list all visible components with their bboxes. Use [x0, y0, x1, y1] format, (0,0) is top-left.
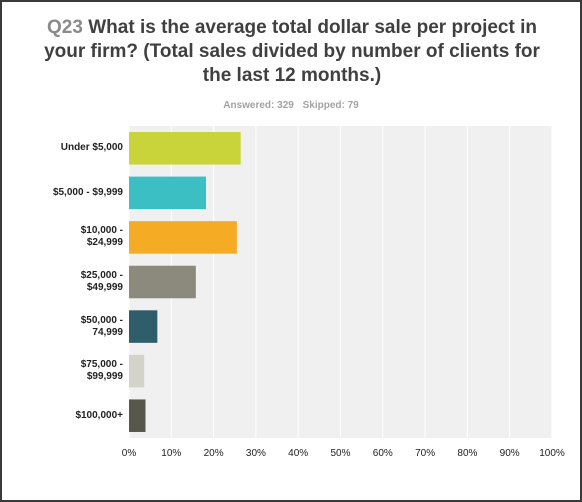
response-stats: Answered: 329 Skipped: 79 — [2, 100, 580, 111]
bar[interactable] — [129, 132, 241, 165]
bar[interactable] — [129, 176, 206, 210]
x-tick-label: 90% — [499, 448, 520, 459]
category-label: $50,000 -74,999 — [80, 314, 123, 338]
x-tick-label: 0% — [121, 448, 137, 459]
bar[interactable] — [129, 354, 145, 388]
x-tick-label: 100% — [539, 448, 565, 459]
answered-count: Answered: 329 — [223, 100, 294, 111]
bar[interactable] — [129, 221, 237, 254]
skipped-count: Skipped: 79 — [302, 100, 359, 111]
x-tick-label: 80% — [457, 448, 478, 459]
category-label: $10,000 - $24,999 — [80, 225, 123, 249]
category-label: Under $5,000 — [60, 142, 123, 154]
x-tick-label: 50% — [330, 448, 351, 459]
bar[interactable] — [129, 265, 196, 299]
question-number: Q23 — [47, 17, 83, 38]
question-text: What is the average total dollar sale pe… — [44, 17, 540, 86]
bar[interactable] — [129, 310, 158, 343]
x-tick-label: 70% — [415, 448, 436, 459]
question-title: Q23 What is the average total dollar sal… — [42, 16, 542, 88]
x-tick-label: 10% — [161, 448, 182, 459]
bar[interactable] — [129, 399, 146, 432]
category-label: $100,000+ — [75, 409, 123, 421]
x-tick-label: 40% — [288, 448, 309, 459]
x-tick-label: 20% — [203, 448, 224, 459]
x-tick-label: 30% — [245, 448, 266, 459]
category-label: $25,000 - $49,999 — [80, 270, 123, 293]
category-label: $75,000 - $99,999 — [80, 359, 123, 383]
category-label: $5,000 - $9,999 — [52, 186, 123, 198]
x-tick-label: 60% — [372, 448, 393, 459]
